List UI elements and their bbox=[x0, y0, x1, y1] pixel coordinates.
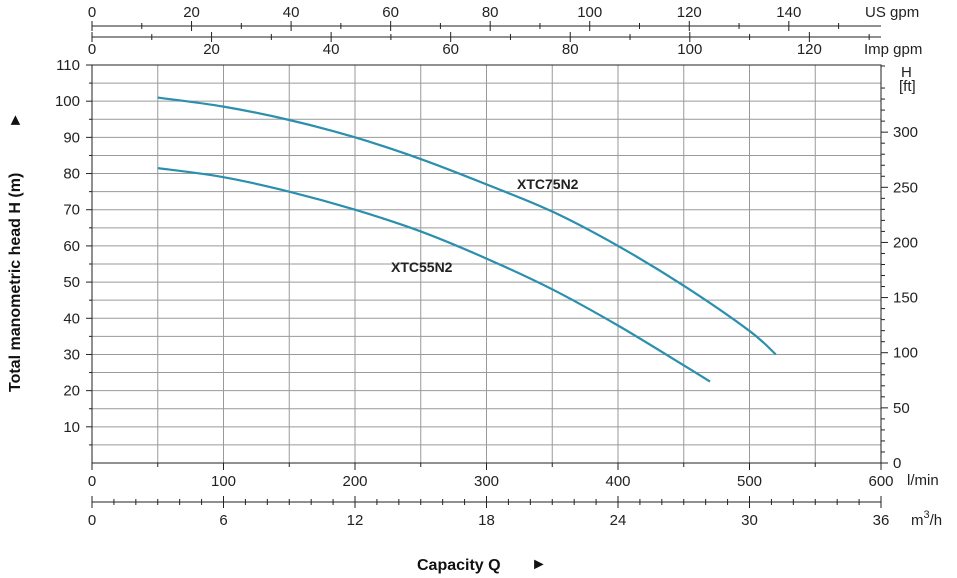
series-curve-xtc75n2 bbox=[157, 96, 777, 356]
x-tick-label: 400 bbox=[605, 473, 630, 490]
ft-tick-label: 50 bbox=[893, 400, 910, 417]
series-group: XTC75N2 XTC55N2 bbox=[157, 96, 777, 383]
m3h-tick-label: 0 bbox=[88, 512, 96, 529]
ft-tick-label: 250 bbox=[893, 179, 918, 196]
imp-gpm-tick-label: 80 bbox=[562, 41, 579, 58]
us-gpm-tick-label: 140 bbox=[776, 4, 801, 21]
y-tick-label: 90 bbox=[63, 129, 80, 146]
lmin-unit-label: l/min bbox=[907, 472, 939, 489]
y-tick-label: 10 bbox=[63, 419, 80, 436]
grid bbox=[92, 65, 881, 463]
ft-tick-label: 200 bbox=[893, 234, 918, 251]
y-axis-arrow-icon: ► bbox=[7, 112, 24, 128]
ft-tick-label: 0 bbox=[893, 455, 901, 472]
imp-gpm-tick-label: 20 bbox=[203, 41, 220, 58]
us-gpm-tick-label: 80 bbox=[482, 4, 499, 21]
imp-gpm-unit-label: Imp gpm bbox=[864, 41, 922, 58]
x-axis-arrow-icon: ► bbox=[531, 556, 547, 573]
m3h-unit-label: m3/h bbox=[911, 509, 942, 529]
y-tick-label: 80 bbox=[63, 166, 80, 183]
m3h-tick-label: 36 bbox=[873, 512, 890, 529]
us-gpm-unit-label: US gpm bbox=[865, 4, 919, 21]
x-axis-label: Capacity Q bbox=[417, 557, 501, 574]
m3h-tick-label: 6 bbox=[219, 512, 227, 529]
x-tick-label: 600 bbox=[868, 473, 893, 490]
x-tick-label: 0 bbox=[88, 473, 96, 490]
y-tick-label: 50 bbox=[63, 274, 80, 291]
us-gpm-tick-label: 100 bbox=[577, 4, 602, 21]
series-label-xtc75n2: XTC75N2 bbox=[517, 176, 579, 192]
ft-tick-label: 300 bbox=[893, 124, 918, 141]
y-tick-label: 20 bbox=[63, 383, 80, 400]
series-label-xtc55n2: XTC55N2 bbox=[391, 259, 453, 275]
imp-gpm-tick-label: 100 bbox=[677, 41, 702, 58]
y-tick-label: 40 bbox=[63, 310, 80, 327]
x-tick-label: 300 bbox=[474, 473, 499, 490]
x-tick-label: 500 bbox=[737, 473, 762, 490]
x-tick-label: 200 bbox=[342, 473, 367, 490]
imp-gpm-tick-label: 40 bbox=[323, 41, 340, 58]
imp-gpm-tick-label: 0 bbox=[88, 41, 96, 58]
m3h-tick-label: 24 bbox=[610, 512, 627, 529]
us-gpm-tick-label: 20 bbox=[183, 4, 200, 21]
series-curve-xtc55n2 bbox=[157, 167, 711, 383]
ft-unit-label-top: H bbox=[901, 64, 912, 81]
us-gpm-tick-label: 0 bbox=[88, 4, 96, 21]
y-tick-label: 100 bbox=[55, 93, 80, 110]
imp-gpm-tick-label: 60 bbox=[442, 41, 459, 58]
m3h-tick-label: 12 bbox=[347, 512, 364, 529]
ft-tick-label: 150 bbox=[893, 290, 918, 307]
us-gpm-tick-label: 40 bbox=[283, 4, 300, 21]
y-tick-label: 30 bbox=[63, 346, 80, 363]
m3h-tick-label: 18 bbox=[478, 512, 495, 529]
y-tick-label: 60 bbox=[63, 238, 80, 255]
ft-tick-label: 100 bbox=[893, 345, 918, 362]
y-axis-label: Total manometric head H (m) bbox=[7, 173, 24, 392]
y-tick-label: 70 bbox=[63, 202, 80, 219]
m3h-tick-label: 30 bbox=[741, 512, 758, 529]
y-tick-label: 110 bbox=[56, 57, 80, 74]
us-gpm-tick-label: 60 bbox=[382, 4, 399, 21]
imp-gpm-tick-label: 120 bbox=[797, 41, 822, 58]
us-gpm-tick-label: 120 bbox=[677, 4, 702, 21]
x-tick-label: 100 bbox=[211, 473, 236, 490]
ft-unit-label-bottom: [ft] bbox=[899, 78, 916, 95]
